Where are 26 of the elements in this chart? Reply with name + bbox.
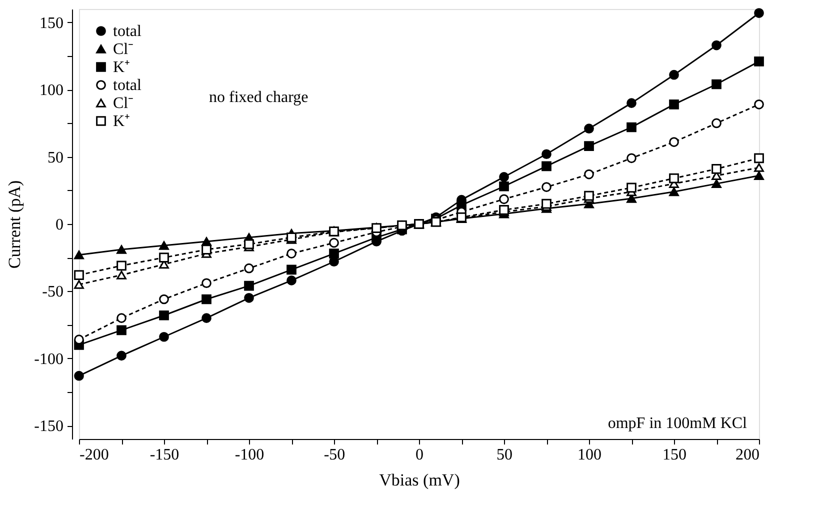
y-tick-label: 50 — [48, 149, 64, 166]
y-tick-label: 150 — [40, 14, 64, 32]
legend-label: Cl⁻ — [113, 41, 134, 58]
y-axis-title: Current (pA) — [5, 180, 24, 269]
y-tick-label: -150 — [34, 418, 64, 436]
x-tick-label: -50 — [324, 446, 346, 464]
y-tick-label: -100 — [34, 350, 64, 368]
legend-label: K⁺ — [113, 59, 130, 76]
y-tick-label: 100 — [40, 82, 64, 100]
legend-label: K⁺ — [113, 113, 130, 130]
x-tick-label: 100 — [578, 446, 602, 464]
x-tick-label: -150 — [150, 446, 180, 464]
x-axis-title: Vbias (mV) — [379, 470, 460, 490]
y-tick-label: 0 — [56, 216, 64, 234]
x-tick-label: 0 — [416, 446, 424, 464]
x-tick-label: 200 — [736, 446, 760, 464]
legend-label: total — [113, 77, 142, 94]
annotation: no fixed charge — [209, 89, 308, 106]
legend-label: Cl⁻ — [113, 95, 134, 112]
annotation: ompF in 100mM KCl — [608, 415, 748, 432]
x-tick-label: -100 — [234, 446, 264, 464]
x-tick-label: 150 — [662, 446, 686, 464]
legend-label: total — [113, 23, 142, 40]
x-tick-label: -200 — [80, 446, 109, 464]
x-tick-label: 50 — [496, 446, 512, 464]
y-tick-label: -50 — [42, 284, 64, 301]
